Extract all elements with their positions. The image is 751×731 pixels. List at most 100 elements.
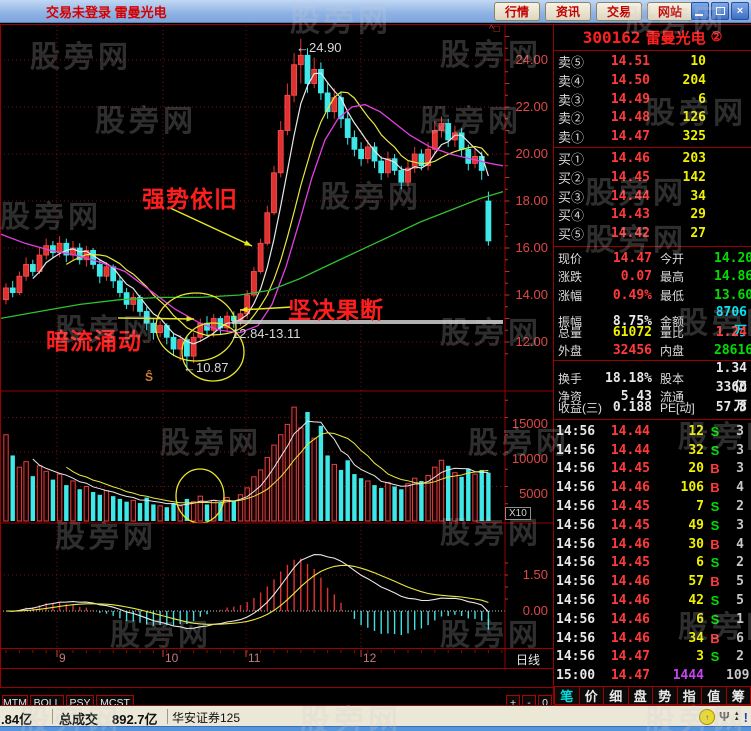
sell-price: 14.49 [610, 91, 650, 107]
quote-tab-5[interactable]: 指 [677, 686, 702, 705]
tick-count: 4 [736, 536, 744, 552]
tick-row: 14:56 14.45 49 S 3 [554, 516, 751, 535]
sell-volume: 6 [698, 91, 706, 107]
stat-label: 内盘 [660, 344, 685, 359]
menu-button-0[interactable]: 行情 [494, 2, 540, 21]
quote-tab-1[interactable]: 价 [579, 686, 604, 705]
tick-count: 2 [736, 555, 744, 571]
tick-price: 14.46 [610, 480, 650, 496]
sell-label: 卖③ [558, 92, 585, 108]
tick-time: 15:00 [556, 668, 596, 684]
buy-volume: 203 [682, 151, 706, 166]
buy-row: 买② 14.45 142 [554, 168, 751, 187]
close-button[interactable]: × [731, 2, 749, 20]
tick-count: 5 [736, 574, 744, 590]
stat-label: 涨跌 [558, 270, 583, 285]
buy-label: 买⑤ [558, 227, 585, 243]
stats-grid: 现价 14.47 今开 14.20 涨跌 0.07 最高 14.86 涨幅 0.49% 最低 13.6… [554, 249, 751, 417]
quote-tab-7[interactable]: 筹 [726, 686, 751, 705]
chart-area[interactable] [0, 24, 553, 704]
tick-side: S [710, 499, 720, 515]
total-turnover-value: 892.7亿 [112, 712, 158, 727]
quote-tab-2[interactable]: 细 [604, 686, 629, 705]
tick-count: 3 [736, 442, 744, 458]
tick-volume: 1444 [672, 668, 704, 684]
buy-price: 14.43 [610, 207, 650, 223]
tick-side: S [710, 423, 720, 439]
buy-row: 买③ 14.44 34 [554, 187, 751, 206]
stat-label: 最高 [660, 270, 685, 285]
tick-side: B [710, 480, 720, 496]
stat-value: 8706万 [715, 304, 747, 339]
tick-side: B [710, 630, 720, 646]
stat-row: 振幅 8.75% 金额 8706万 [554, 305, 751, 339]
buy-label: 买① [558, 152, 585, 167]
tick-side: S [710, 517, 720, 533]
signal-icon: ▲ ▲ [733, 711, 740, 722]
quote-tab-6[interactable]: 值 [702, 686, 727, 705]
tick-volume: 34 [688, 630, 704, 646]
quote-tab-4[interactable]: 势 [653, 686, 678, 705]
tick-list: 14:56 14.44 12 S 3 14:56 14.44 32 S 3 14:56 14.45 20… [554, 422, 751, 685]
stat-value: 61072 [612, 324, 652, 340]
quote-tab-bar: 笔价细盘势指值筹 [554, 686, 751, 705]
stat-row: 净资 5.43 流通 3360万 [554, 380, 751, 414]
stat-label: 量比 [660, 325, 685, 340]
chart-canvas [0, 24, 553, 688]
stat-label: 最低 [660, 288, 685, 303]
stat-value: 0.07 [620, 269, 652, 285]
tick-row: 14:56 14.45 6 S 2 [554, 554, 751, 573]
period-label[interactable]: 日线 [515, 653, 540, 667]
buy-label: 买③ [558, 189, 585, 205]
tick-time: 14:56 [556, 423, 596, 439]
coin-icon: ↑ [699, 709, 716, 725]
stat-row: 外盘 32456 内盘 28616 [554, 342, 751, 361]
tick-row: 14:56 14.44 32 S 3 [554, 441, 751, 460]
stat-value: 5.43 [620, 389, 652, 404]
menu-button-2[interactable]: 交易 [596, 2, 642, 21]
tick-count: 2 [736, 649, 744, 665]
tick-time: 14:56 [556, 536, 596, 552]
broker-label: 华安证券125 [172, 711, 241, 725]
stock-flag-icon: ② [710, 29, 723, 44]
stat-row: 换手 18.18% 股本 1.34亿 [554, 361, 751, 395]
title-bar: 交易未登录 雷曼光电 行情 资讯 交易 网站 × [0, 0, 751, 23]
restore-button[interactable] [711, 2, 729, 20]
stat-value: 14.47 [612, 250, 652, 266]
tick-price: 14.47 [610, 649, 650, 665]
tick-price: 14.46 [610, 593, 650, 609]
quote-tab-0[interactable]: 笔 [554, 686, 580, 705]
menu-button-1[interactable]: 资讯 [545, 2, 591, 21]
stat-value: 28616 [714, 343, 751, 359]
sell-label: 卖⑤ [558, 55, 585, 70]
buy-price: 14.42 [610, 226, 650, 242]
tick-price: 14.45 [610, 555, 650, 571]
tick-volume: 106 [680, 480, 704, 496]
stat-row: 现价 14.47 今开 14.20 [554, 249, 751, 268]
stat-label: 现价 [558, 251, 583, 266]
sell-row: 卖③ 14.49 6 [554, 90, 751, 109]
tick-count: 5 [736, 593, 744, 609]
menu-button-3[interactable]: 网站 [647, 2, 693, 21]
minimize-button[interactable] [691, 2, 709, 20]
tick-volume: 49 [688, 517, 704, 533]
buy-price: 14.46 [610, 151, 650, 166]
stock-code: 300162 [582, 27, 641, 47]
buy-row: 买⑤ 14.42 27 [554, 224, 751, 243]
tick-time: 14:56 [556, 499, 596, 515]
sell-volume: 204 [682, 72, 706, 88]
tick-volume: 32 [688, 442, 704, 458]
stat-label: 净资 [558, 390, 583, 404]
divider [554, 50, 751, 51]
sell-order-book: 卖⑤ 14.51 10 卖④ 14.50 204 卖③ 14.49 6 卖② 14.48 126 卖① 1… [554, 52, 751, 146]
stat-label: 振幅 [558, 315, 583, 329]
tick-volume: 20 [688, 461, 704, 477]
tick-side: S [710, 442, 720, 458]
quote-tab-3[interactable]: 盘 [628, 686, 653, 705]
tick-volume: 3 [696, 649, 704, 665]
stat-value: 14.86 [714, 269, 751, 285]
divider [554, 419, 751, 420]
sell-row: 卖⑤ 14.51 10 [554, 52, 751, 71]
tick-volume: 7 [696, 499, 704, 515]
sell-label: 卖④ [558, 73, 585, 89]
